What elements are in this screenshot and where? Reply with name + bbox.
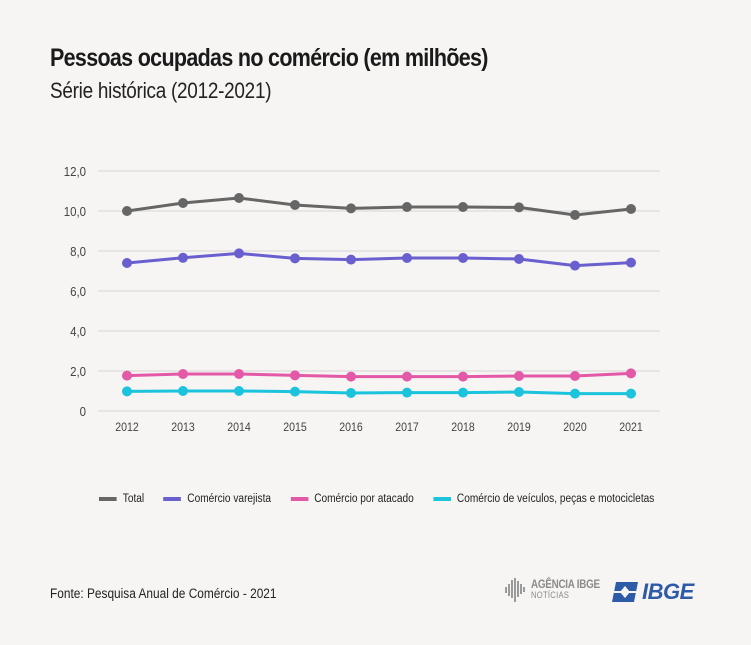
- legend-swatch: [290, 497, 309, 501]
- series-line: [126, 196, 632, 217]
- y-tick-label: 2,0: [70, 364, 86, 379]
- data-point: [570, 371, 580, 381]
- y-tick-label: 0: [80, 404, 87, 419]
- data-point: [346, 388, 356, 398]
- data-point: [234, 248, 244, 259]
- data-point: [122, 258, 132, 268]
- legend-swatch: [163, 497, 182, 501]
- y-axis-ticks: 0 2,0 4,0 6,0 8,0 10,0 12,0: [64, 164, 86, 419]
- data-point: [402, 371, 412, 382]
- data-point: [122, 370, 132, 381]
- ibge-emblem-icon: [612, 582, 638, 602]
- y-tick-label: 6,0: [70, 284, 86, 299]
- data-point: [458, 371, 468, 382]
- y-tick-label: 12,0: [64, 164, 86, 179]
- data-point: [290, 253, 300, 264]
- line-chart: 02,04,06,08,010,012,0 2012 2013 2014 2015 20…: [64, 164, 660, 434]
- x-tick-label: 2017: [395, 421, 418, 434]
- data-point: [626, 368, 636, 379]
- data-point: [234, 369, 244, 379]
- ibge-logo-text: IBGE: [642, 579, 694, 604]
- x-tick-label: 2012: [115, 421, 138, 434]
- data-point: [346, 254, 356, 265]
- x-tick-label: 2021: [619, 421, 642, 434]
- data-point: [402, 253, 412, 263]
- data-point: [514, 387, 524, 397]
- legend-label: Total: [122, 493, 145, 505]
- chart-title: Pessoas ocupadas no comércio (em milhões…: [50, 44, 488, 72]
- series-line: [126, 371, 632, 379]
- x-tick-label: 2016: [339, 421, 362, 434]
- data-point: [122, 206, 132, 216]
- data-point: [458, 253, 468, 263]
- legend-item: Comércio de veículos, peças e motociclet…: [433, 493, 654, 505]
- x-tick-label: 2013: [171, 421, 194, 434]
- data-point: [290, 370, 300, 381]
- series-line: [126, 251, 632, 268]
- data-point: [178, 369, 188, 379]
- x-tick-label: 2015: [283, 421, 306, 434]
- x-tick-label: 2020: [563, 421, 586, 434]
- data-point: [346, 371, 356, 382]
- agencia-logo-text: AGÊNCIA IBGE: [531, 577, 600, 591]
- y-tick-label: 8,0: [70, 244, 86, 259]
- agencia-logo-subtext: NOTÍCIAS: [531, 590, 570, 600]
- series-com-rcio-por-atacado: [122, 368, 636, 382]
- series-com-rcio-varejista: [122, 248, 636, 271]
- data-point: [626, 388, 636, 399]
- data-point: [290, 200, 300, 210]
- legend-label: Comércio de veículos, peças e motociclet…: [456, 493, 655, 505]
- data-point: [234, 386, 244, 396]
- data-point: [402, 202, 412, 212]
- source-note: Fonte: Pesquisa Anual de Comércio - 2021: [50, 586, 277, 601]
- series-total: [122, 193, 636, 220]
- legend-item: Comércio por atacado: [290, 493, 414, 505]
- ibge-logo: IBGE: [612, 579, 694, 605]
- data-point: [514, 202, 524, 213]
- data-point: [458, 202, 468, 212]
- data-point: [514, 254, 524, 264]
- data-point: [290, 386, 300, 397]
- legend-item: Total: [99, 493, 144, 505]
- data-point: [570, 388, 580, 399]
- data-point: [122, 386, 132, 397]
- data-point: [234, 193, 244, 203]
- legend-label: Comércio varejista: [187, 493, 272, 505]
- chart-legend: Total Comércio varejista Comércio por atac…: [99, 493, 674, 505]
- data-point: [346, 203, 356, 214]
- data-point: [458, 387, 468, 398]
- series-line: [126, 389, 631, 396]
- chart-subtitle: Série histórica (2012-2021): [50, 78, 272, 103]
- data-point: [626, 204, 636, 214]
- series-com-rcio-de-ve-culos-pe-as-e-motocicletas: [122, 386, 636, 399]
- x-axis-ticks: 2012 2013 2014 2015 2016 2017 2018 2019 2020 2021: [115, 421, 642, 434]
- x-tick-label: 2019: [507, 421, 530, 434]
- series-group: [122, 193, 636, 399]
- agencia-ibge-logo: AGÊNCIA IBGE NOTÍCIAS: [505, 578, 615, 602]
- data-point: [570, 260, 580, 271]
- y-tick-label: 10,0: [64, 204, 86, 219]
- legend-swatch: [99, 497, 117, 501]
- data-point: [178, 198, 188, 208]
- legend-label: Comércio por atacado: [314, 493, 414, 505]
- data-point: [178, 252, 188, 263]
- gridlines: [98, 170, 660, 412]
- x-tick-label: 2018: [451, 421, 474, 434]
- data-point: [514, 371, 524, 381]
- y-tick-label: 4,0: [70, 324, 86, 339]
- data-point: [402, 387, 412, 398]
- data-point: [626, 257, 636, 268]
- data-point: [570, 210, 580, 220]
- legend-swatch: [433, 497, 451, 501]
- agencia-bars-icon: [505, 578, 525, 602]
- legend-item: Comércio varejista: [163, 493, 272, 505]
- data-point: [178, 386, 188, 396]
- x-tick-label: 2014: [227, 421, 250, 434]
